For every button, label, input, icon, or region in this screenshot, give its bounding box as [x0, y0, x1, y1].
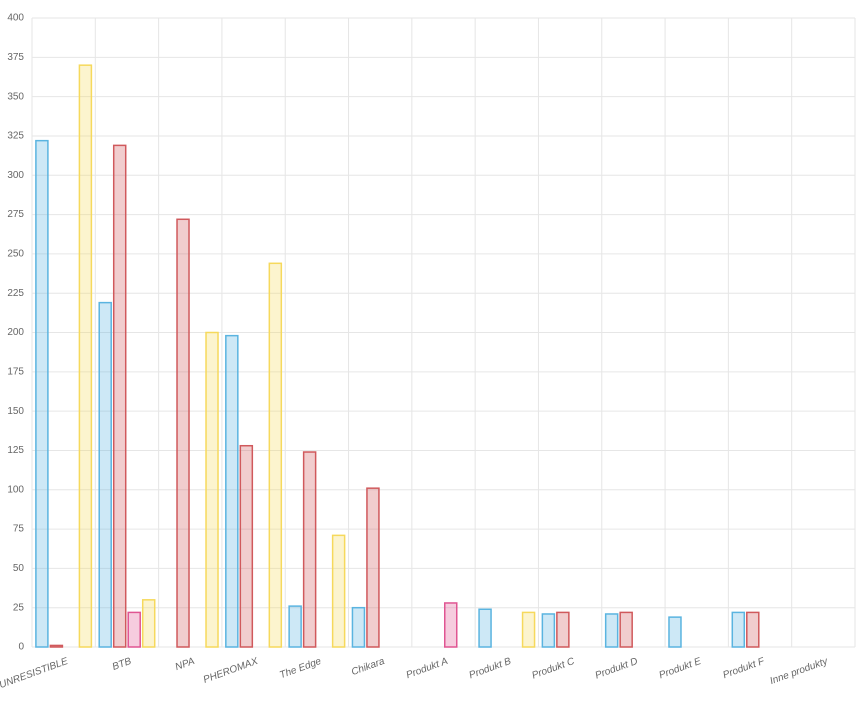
x-tick-label: The Edge — [278, 656, 323, 681]
bar — [268, 262, 283, 648]
x-tick-label: Chikara — [350, 656, 387, 678]
bar — [98, 301, 112, 648]
bar — [351, 606, 366, 648]
bar — [731, 611, 746, 648]
bar — [444, 602, 458, 648]
y-tick-label: 325 — [7, 131, 24, 142]
y-tick-label: 400 — [7, 13, 24, 24]
y-tick-label: 125 — [7, 445, 24, 456]
bar — [127, 611, 141, 648]
x-tick-label: Produkt B — [468, 656, 513, 681]
y-tick-label: 25 — [13, 602, 25, 613]
bar — [141, 599, 156, 648]
x-tick-label: UNRESISTIBLE — [0, 656, 70, 691]
bar — [49, 644, 64, 648]
x-tick-label: Produkt F — [721, 656, 766, 681]
y-tick-label: 275 — [7, 209, 24, 220]
bar — [176, 218, 190, 648]
bar — [205, 331, 219, 648]
x-tick-label: Produkt D — [594, 656, 640, 682]
bar — [478, 608, 492, 648]
y-tick-label: 75 — [13, 524, 25, 535]
y-tick-label: 200 — [7, 327, 24, 338]
bar — [746, 611, 760, 648]
y-tick-label: 175 — [7, 366, 24, 377]
y-tick-label: 50 — [13, 563, 25, 574]
bar — [288, 605, 302, 648]
bar — [556, 611, 570, 648]
y-tick-label: 300 — [7, 170, 24, 181]
bar — [35, 139, 49, 648]
bar — [541, 613, 556, 648]
y-tick-label: 375 — [7, 52, 24, 63]
x-tick-label: Produkt E — [658, 656, 703, 681]
bar — [521, 611, 536, 648]
y-tick-label: 225 — [7, 288, 24, 299]
x-tick-label: Inne produkty — [769, 656, 831, 687]
bar — [331, 534, 346, 648]
bar — [604, 613, 619, 648]
y-tick-label: 250 — [7, 249, 24, 260]
bar — [239, 444, 254, 648]
y-tick-label: 350 — [7, 91, 24, 102]
x-tick-label: Produkt A — [405, 656, 450, 681]
bar — [78, 64, 93, 648]
bar — [366, 487, 380, 648]
x-tick-label: PHEROMAX — [202, 656, 260, 686]
x-tick-label: BTB — [111, 656, 133, 673]
x-tick-label: Produkt C — [530, 656, 576, 682]
bar — [619, 611, 633, 648]
bar — [225, 334, 239, 648]
y-tick-label: 0 — [18, 642, 24, 653]
y-tick-label: 150 — [7, 406, 24, 417]
y-tick-label: 100 — [7, 484, 24, 495]
bar — [668, 616, 682, 648]
bar — [302, 451, 317, 648]
bar — [112, 144, 127, 648]
x-tick-label: NPA — [174, 656, 197, 673]
